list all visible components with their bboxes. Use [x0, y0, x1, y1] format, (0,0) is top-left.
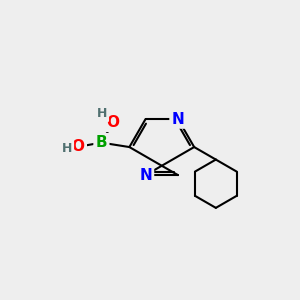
Text: N: N [139, 168, 152, 183]
Text: H: H [97, 107, 107, 121]
Text: N: N [172, 112, 184, 127]
Text: O: O [107, 115, 120, 130]
Text: B: B [96, 135, 107, 150]
Text: H: H [62, 142, 72, 155]
Text: O: O [72, 139, 85, 154]
